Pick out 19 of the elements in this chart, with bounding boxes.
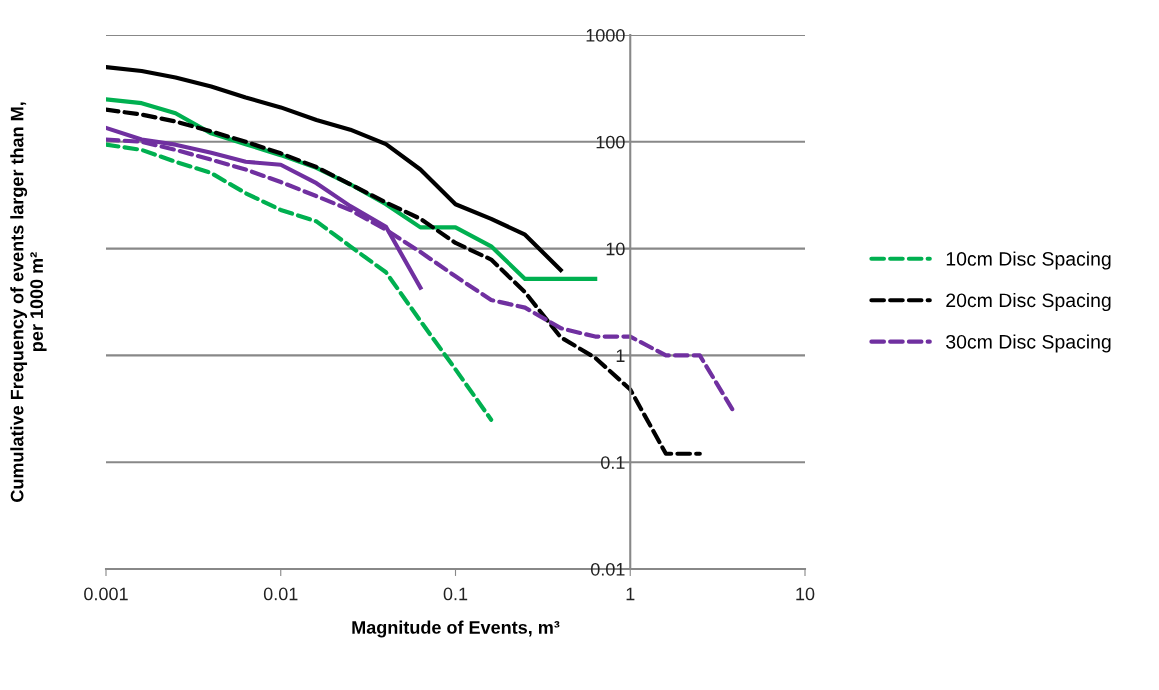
y-axis-title: Cumulative Frequency of events larger than M, per 1000 m² <box>10 102 47 502</box>
y-tick-label: 100 <box>596 135 625 149</box>
x-tick-label: 10 <box>796 587 815 601</box>
y-tick-label: 0.1 <box>601 456 625 469</box>
x-tick-label: 0.1 <box>443 587 468 601</box>
legend-label: 10cm Disc Spacing <box>946 251 1111 270</box>
x-axis-title: Magnitude of Events, m³ <box>352 620 560 638</box>
y-tick-label: 1000 <box>586 28 625 42</box>
line-series <box>106 65 563 273</box>
x-tick-label: 0.01 <box>263 587 298 601</box>
line-series <box>106 107 702 456</box>
legend-label: 20cm Disc Spacing <box>946 292 1111 312</box>
line-series <box>106 142 494 422</box>
legend-label: 30cm Disc Spacing <box>946 334 1111 353</box>
y-tick-label: 0.01 <box>590 562 625 576</box>
y-tick-label: 10 <box>606 242 625 256</box>
y-tick-label: 1 <box>616 349 625 362</box>
x-tick-label: 0.001 <box>84 587 128 601</box>
x-tick-label: 1 <box>626 587 635 601</box>
